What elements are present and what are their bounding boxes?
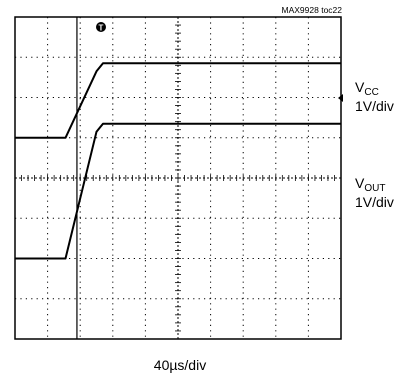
figure-id: MAX9928 toc22 (282, 5, 343, 15)
ground-marker-vcc (338, 94, 343, 102)
ground-marker-vcc-arrow (338, 94, 343, 102)
vout-trace (15, 122, 341, 260)
trigger-marker: T (96, 22, 106, 32)
vout-label-main: V (355, 175, 365, 191)
vcc-trace (15, 62, 341, 139)
vcc-label-sub: CC (364, 87, 378, 98)
vout-label-sub: OUT (364, 183, 385, 194)
vout-label: VOUT 1V/div (355, 175, 394, 210)
vcc-scale: 1V/div (355, 98, 394, 114)
vcc-label-main: V (355, 79, 365, 95)
timebase-label: 40µs/div (154, 357, 206, 373)
vcc-label: VCC 1V/div (355, 79, 394, 114)
vout-scale: 1V/div (355, 194, 394, 210)
traces (15, 62, 341, 260)
trigger-marker-dot (96, 22, 106, 32)
trigger-marker-label: T (99, 23, 104, 32)
grid (14, 16, 342, 340)
vcc-label-text: VCC (355, 79, 379, 98)
vout-label-text: VOUT (355, 175, 385, 194)
